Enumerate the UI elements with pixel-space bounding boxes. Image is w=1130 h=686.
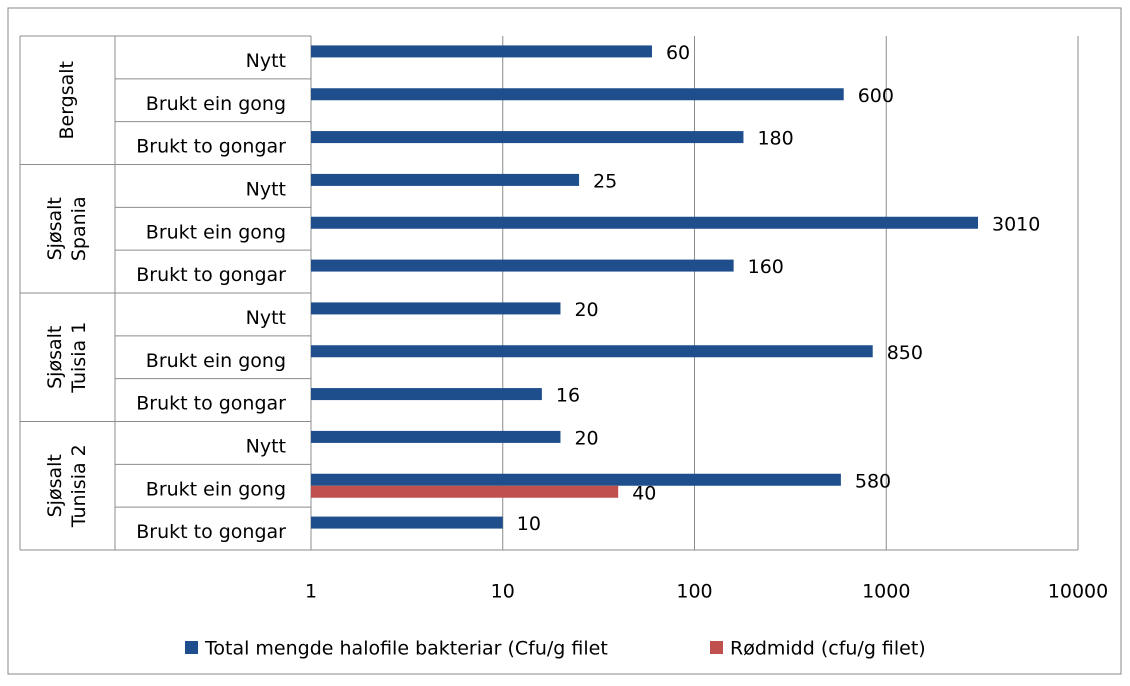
y-tick-label: Nytt bbox=[246, 178, 286, 200]
x-tick-label: 1 bbox=[305, 581, 317, 603]
group-label: Sjøsalt bbox=[44, 326, 66, 389]
y-tick-label: Brukt to gongar bbox=[136, 393, 286, 415]
data-label: 180 bbox=[757, 128, 793, 150]
data-label: 20 bbox=[574, 427, 598, 449]
legend-swatch bbox=[185, 641, 198, 654]
data-label: 25 bbox=[593, 170, 617, 192]
bar bbox=[311, 485, 619, 498]
bar bbox=[311, 302, 561, 315]
legend-label: Total mengde halofile bakteriar (Cfu/g f… bbox=[204, 638, 608, 660]
chart-border bbox=[7, 7, 1122, 675]
y-tick-label: Nytt bbox=[246, 307, 286, 329]
data-label: 10 bbox=[517, 513, 541, 535]
bar bbox=[311, 430, 561, 443]
bar bbox=[311, 259, 734, 272]
data-label: 160 bbox=[748, 256, 784, 278]
bar bbox=[311, 388, 542, 401]
group-label: Spania bbox=[68, 196, 90, 261]
x-tick-label: 100 bbox=[676, 581, 712, 603]
bar bbox=[311, 131, 744, 144]
data-label: 16 bbox=[556, 385, 580, 407]
data-label: 3010 bbox=[992, 213, 1040, 235]
x-tick-label: 10000 bbox=[1048, 581, 1108, 603]
bar bbox=[311, 216, 979, 229]
group-label: Sjøsalt bbox=[44, 454, 66, 517]
data-label: 40 bbox=[632, 482, 656, 504]
y-tick-label: Brukt to gongar bbox=[136, 136, 286, 158]
x-tick-label: 10 bbox=[491, 581, 515, 603]
y-tick-label: Brukt ein gong bbox=[146, 93, 286, 115]
y-tick-label: Brukt to gongar bbox=[136, 521, 286, 543]
y-tick-label: Nytt bbox=[246, 50, 286, 72]
x-tick-label: 1000 bbox=[862, 581, 910, 603]
bar bbox=[311, 173, 580, 186]
y-tick-label: Brukt ein gong bbox=[146, 221, 286, 243]
group-label: Tunisia 2 bbox=[68, 444, 90, 528]
y-tick-label: Brukt ein gong bbox=[146, 478, 286, 500]
data-label: 850 bbox=[887, 342, 923, 364]
legend-swatch bbox=[710, 641, 723, 654]
bar bbox=[311, 45, 652, 58]
bar bbox=[311, 473, 841, 486]
group-label: Sjøsalt bbox=[44, 197, 66, 260]
bar bbox=[311, 516, 503, 529]
y-tick-label: Nytt bbox=[246, 435, 286, 457]
data-label: 580 bbox=[855, 470, 891, 492]
group-label: Bergsalt bbox=[56, 61, 78, 140]
y-tick-label: Brukt ein gong bbox=[146, 350, 286, 372]
bar bbox=[311, 345, 873, 358]
data-label: 600 bbox=[858, 85, 894, 107]
data-label: 20 bbox=[574, 299, 598, 321]
legend-label: Rødmidd (cfu/g filet) bbox=[730, 638, 926, 660]
group-label: Tuisia 1 bbox=[68, 322, 90, 394]
y-tick-label: Brukt to gongar bbox=[136, 264, 286, 286]
bar bbox=[311, 88, 844, 101]
data-label: 60 bbox=[666, 42, 690, 64]
